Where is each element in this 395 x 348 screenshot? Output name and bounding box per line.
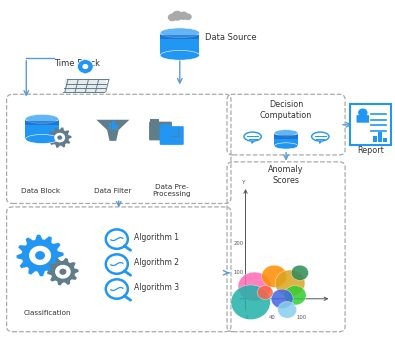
Circle shape xyxy=(29,246,51,265)
Circle shape xyxy=(77,60,93,73)
Polygon shape xyxy=(96,120,130,130)
Circle shape xyxy=(231,285,270,319)
Circle shape xyxy=(57,135,62,140)
Circle shape xyxy=(278,302,297,318)
Text: 100: 100 xyxy=(297,315,307,321)
Text: Data Pre-
Processing: Data Pre- Processing xyxy=(152,184,191,197)
Text: Data Filter: Data Filter xyxy=(94,188,132,193)
Polygon shape xyxy=(82,69,89,74)
FancyBboxPatch shape xyxy=(115,125,118,129)
FancyBboxPatch shape xyxy=(160,126,184,145)
FancyBboxPatch shape xyxy=(160,35,199,39)
Ellipse shape xyxy=(274,143,298,149)
FancyBboxPatch shape xyxy=(161,124,169,127)
FancyBboxPatch shape xyxy=(65,79,106,92)
Circle shape xyxy=(55,265,71,279)
FancyBboxPatch shape xyxy=(357,115,369,123)
Text: Y: Y xyxy=(241,180,245,185)
Circle shape xyxy=(284,286,306,305)
Text: Decision
Computation: Decision Computation xyxy=(260,100,312,120)
Circle shape xyxy=(179,11,188,20)
Circle shape xyxy=(275,270,305,296)
FancyBboxPatch shape xyxy=(383,138,387,142)
Ellipse shape xyxy=(26,134,58,143)
FancyBboxPatch shape xyxy=(26,121,58,125)
FancyBboxPatch shape xyxy=(149,122,172,140)
Circle shape xyxy=(35,251,45,260)
FancyBboxPatch shape xyxy=(150,119,159,123)
Text: Data Block: Data Block xyxy=(21,188,60,193)
Circle shape xyxy=(261,265,287,287)
FancyBboxPatch shape xyxy=(378,132,382,142)
Circle shape xyxy=(59,269,66,275)
FancyBboxPatch shape xyxy=(372,136,376,142)
Text: 100: 100 xyxy=(233,270,244,275)
Circle shape xyxy=(168,14,177,21)
Ellipse shape xyxy=(160,28,199,38)
Polygon shape xyxy=(251,141,255,144)
Text: Report: Report xyxy=(357,146,384,155)
Circle shape xyxy=(271,289,293,308)
FancyBboxPatch shape xyxy=(160,33,199,55)
Ellipse shape xyxy=(274,130,298,136)
Text: Classification: Classification xyxy=(23,310,71,316)
FancyBboxPatch shape xyxy=(350,104,391,145)
Circle shape xyxy=(184,14,192,20)
Polygon shape xyxy=(107,130,118,141)
Circle shape xyxy=(257,286,273,300)
Circle shape xyxy=(171,11,183,21)
Circle shape xyxy=(291,265,308,280)
Ellipse shape xyxy=(26,114,58,124)
Text: Time Block: Time Block xyxy=(54,58,100,68)
Circle shape xyxy=(238,272,271,301)
Text: Algorithm 3: Algorithm 3 xyxy=(134,283,179,292)
FancyBboxPatch shape xyxy=(109,124,111,129)
Circle shape xyxy=(358,109,367,117)
Text: Algorithm 2: Algorithm 2 xyxy=(134,258,179,267)
Polygon shape xyxy=(48,127,71,148)
Text: 40: 40 xyxy=(269,315,276,321)
Text: 200: 200 xyxy=(233,241,244,246)
FancyBboxPatch shape xyxy=(274,135,298,139)
Circle shape xyxy=(54,133,65,142)
Text: Data Source: Data Source xyxy=(205,33,257,42)
FancyBboxPatch shape xyxy=(274,133,298,146)
Polygon shape xyxy=(319,141,323,144)
Text: 0: 0 xyxy=(245,315,248,321)
Polygon shape xyxy=(47,258,79,285)
Polygon shape xyxy=(17,235,64,276)
FancyBboxPatch shape xyxy=(26,119,58,139)
Ellipse shape xyxy=(160,50,199,60)
Circle shape xyxy=(82,64,88,69)
Text: Anomaly
Scores: Anomaly Scores xyxy=(268,165,304,185)
Text: Algorithm 1: Algorithm 1 xyxy=(134,233,179,242)
FancyBboxPatch shape xyxy=(112,121,115,129)
